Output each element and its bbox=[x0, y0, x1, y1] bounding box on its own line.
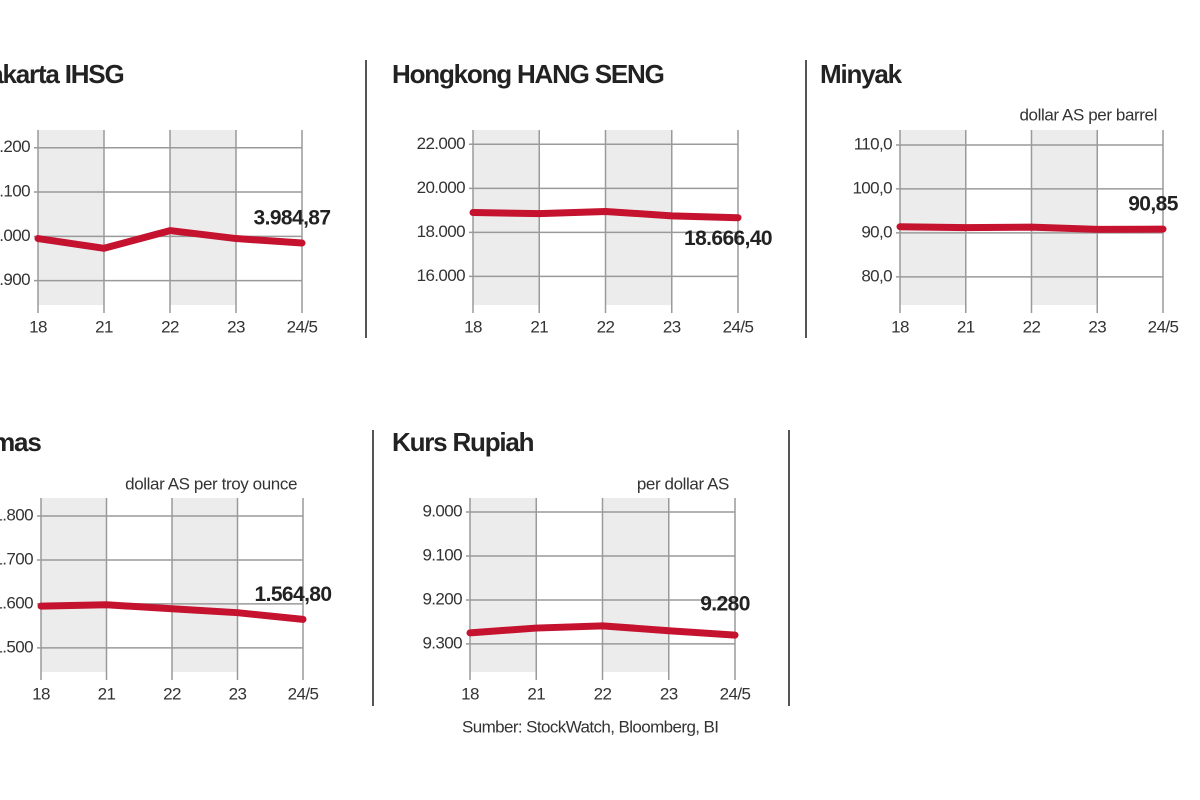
value-label: 90,85 bbox=[1128, 193, 1178, 216]
x-tick-label: 23 bbox=[229, 684, 247, 703]
chart-title: Kurs Rupiah bbox=[392, 427, 534, 457]
band bbox=[900, 130, 966, 305]
y-tick-label: 1.700 bbox=[0, 549, 33, 568]
x-tick-label: 21 bbox=[957, 317, 975, 336]
x-tick-label: 23 bbox=[660, 684, 678, 703]
band bbox=[172, 498, 238, 672]
x-tick-label: 24/5 bbox=[720, 684, 751, 703]
y-tick-label: 18.000 bbox=[417, 222, 466, 241]
subtitle: per dollar AS bbox=[637, 474, 729, 493]
x-tick-label: 18 bbox=[29, 317, 47, 336]
band bbox=[602, 498, 669, 672]
y-tick-label: 4.000 bbox=[0, 226, 30, 245]
value-label: 18.666,40 bbox=[684, 227, 772, 250]
y-tick-label: 80,0 bbox=[861, 266, 892, 285]
band bbox=[473, 130, 540, 305]
value-label: 3.984,87 bbox=[254, 207, 331, 230]
value-label: 1.564,80 bbox=[255, 583, 332, 606]
y-tick-label: 9.100 bbox=[422, 545, 462, 564]
subtitle: dollar AS per troy ounce bbox=[125, 474, 297, 493]
chart-title: Hongkong HANG SENG bbox=[392, 59, 664, 89]
x-tick-label: 22 bbox=[161, 317, 179, 336]
series-line bbox=[896, 223, 1167, 233]
band bbox=[41, 498, 107, 672]
y-tick-label: 9.300 bbox=[422, 633, 462, 652]
series-line bbox=[469, 207, 742, 222]
source-note: Sumber: StockWatch, Bloomberg, BI bbox=[462, 717, 718, 736]
y-tick-label: 1.600 bbox=[0, 593, 33, 612]
x-tick-label: 23 bbox=[227, 317, 245, 336]
y-tick-label: 90,0 bbox=[861, 222, 892, 241]
band bbox=[470, 498, 537, 672]
subtitle: dollar AS per barrel bbox=[1019, 105, 1157, 124]
band bbox=[1031, 130, 1098, 305]
x-tick-label: 23 bbox=[663, 317, 681, 336]
x-tick-label: 22 bbox=[594, 684, 612, 703]
x-tick-label: 23 bbox=[1088, 317, 1106, 336]
x-tick-label: 22 bbox=[1023, 317, 1041, 336]
y-tick-label: 16.000 bbox=[417, 266, 466, 285]
x-tick-label: 18 bbox=[891, 317, 909, 336]
x-tick-label: 21 bbox=[530, 317, 548, 336]
x-tick-label: 21 bbox=[98, 684, 116, 703]
x-tick-label: 24/5 bbox=[287, 317, 318, 336]
y-tick-label: 22.000 bbox=[417, 134, 466, 153]
y-tick-label: 1.500 bbox=[0, 637, 33, 656]
y-tick-label: 9.000 bbox=[422, 502, 462, 521]
value-label: 9.280 bbox=[700, 593, 750, 616]
x-tick-label: 18 bbox=[461, 684, 479, 703]
x-tick-label: 18 bbox=[32, 684, 50, 703]
y-tick-label: 1.800 bbox=[0, 505, 33, 524]
series-line bbox=[34, 227, 306, 252]
band bbox=[38, 130, 104, 305]
series-line bbox=[37, 601, 307, 623]
y-tick-label: 4.100 bbox=[0, 182, 30, 201]
y-tick-label: 4.200 bbox=[0, 137, 30, 156]
y-tick-label: 3.900 bbox=[0, 270, 30, 289]
band bbox=[170, 130, 236, 305]
x-tick-label: 22 bbox=[597, 317, 615, 336]
x-tick-label: 21 bbox=[527, 684, 545, 703]
y-tick-label: 9.200 bbox=[422, 589, 462, 608]
chart-title: Emas bbox=[0, 427, 41, 457]
series-line bbox=[466, 622, 739, 639]
x-tick-label: 24/5 bbox=[288, 684, 319, 703]
y-tick-label: 20.000 bbox=[417, 178, 466, 197]
x-tick-label: 21 bbox=[95, 317, 113, 336]
chart-title: Jakarta IHSG bbox=[0, 59, 123, 89]
x-tick-label: 18 bbox=[464, 317, 482, 336]
y-tick-label: 100,0 bbox=[852, 178, 892, 197]
x-tick-label: 24/5 bbox=[723, 317, 754, 336]
x-tick-label: 24/5 bbox=[1148, 317, 1179, 336]
y-tick-label: 110,0 bbox=[854, 134, 892, 153]
chart-title: Minyak bbox=[820, 59, 903, 89]
x-tick-label: 22 bbox=[163, 684, 181, 703]
